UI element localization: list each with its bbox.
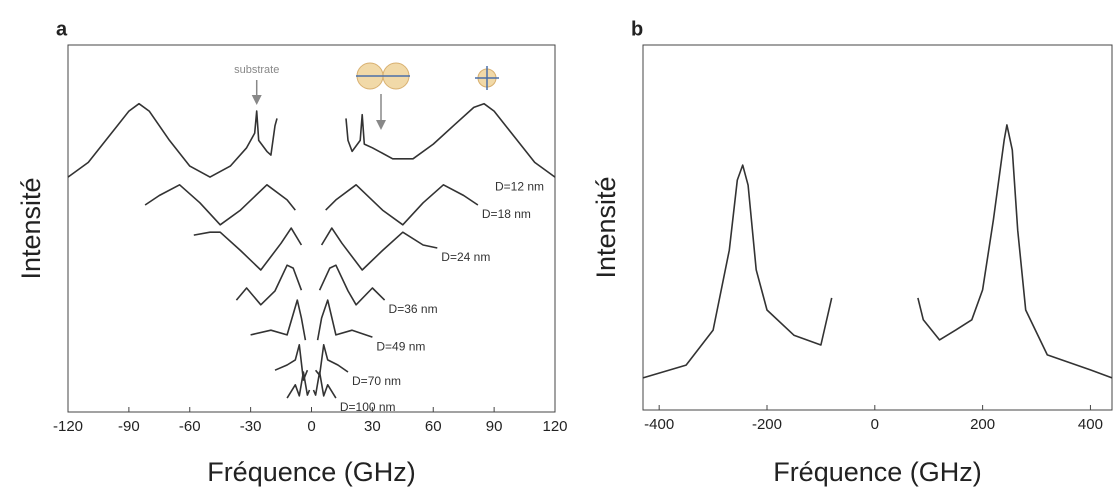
- series-label: D=49 nm: [376, 339, 425, 353]
- series-label: D=36 nm: [389, 302, 438, 316]
- series-label: D=70 nm: [352, 374, 401, 388]
- x-tick-label: -120: [53, 418, 83, 435]
- x-axis-title: Fréquence (GHz): [207, 457, 416, 487]
- spectrum-line: [67, 102, 556, 178]
- spectrum-line: [286, 371, 337, 399]
- spectrum-line: [250, 299, 373, 341]
- x-tick-label: -90: [118, 418, 140, 435]
- series-label: D=24 nm: [441, 250, 490, 264]
- x-tick-label: 400: [1078, 416, 1103, 433]
- x-tick-label: 30: [364, 418, 381, 435]
- spectrum-line: [642, 124, 1113, 379]
- x-tick-label: 90: [486, 418, 503, 435]
- series-label: D=12 nm: [495, 179, 544, 193]
- x-tick-label: -400: [644, 416, 674, 433]
- x-tick-label: 200: [970, 416, 995, 433]
- x-tick-label: -30: [240, 418, 262, 435]
- plot-frame: [67, 44, 556, 413]
- x-tick-label: -60: [179, 418, 201, 435]
- x-tick-label: 0: [307, 418, 315, 435]
- y-axis-title: Intensité: [591, 176, 621, 278]
- x-tick-label: 60: [425, 418, 442, 435]
- x-tick-label: -200: [752, 416, 782, 433]
- annotation-arrow-head: [251, 95, 262, 105]
- spectrum-line: [235, 264, 386, 306]
- x-axis-title: Fréquence (GHz): [773, 457, 982, 487]
- x-tick-label: 120: [542, 418, 567, 435]
- spectrum-line: [274, 344, 349, 381]
- panel-label: b: [631, 18, 643, 40]
- decoration: [356, 62, 499, 130]
- dimer-icon: [356, 62, 410, 90]
- series-label: D=18 nm: [482, 207, 531, 221]
- spectrum-line: [193, 227, 438, 271]
- x-tick-label: 0: [871, 416, 879, 433]
- single-icon: [475, 66, 499, 90]
- series-label: D=100 nm: [340, 400, 396, 414]
- y-axis-title: Intensité: [16, 177, 46, 279]
- panel-label: a: [56, 18, 68, 40]
- annotation: substrate: [234, 64, 279, 76]
- spectrum-line: [144, 184, 479, 226]
- arrow-head: [376, 120, 386, 130]
- plot-frame: [642, 44, 1113, 411]
